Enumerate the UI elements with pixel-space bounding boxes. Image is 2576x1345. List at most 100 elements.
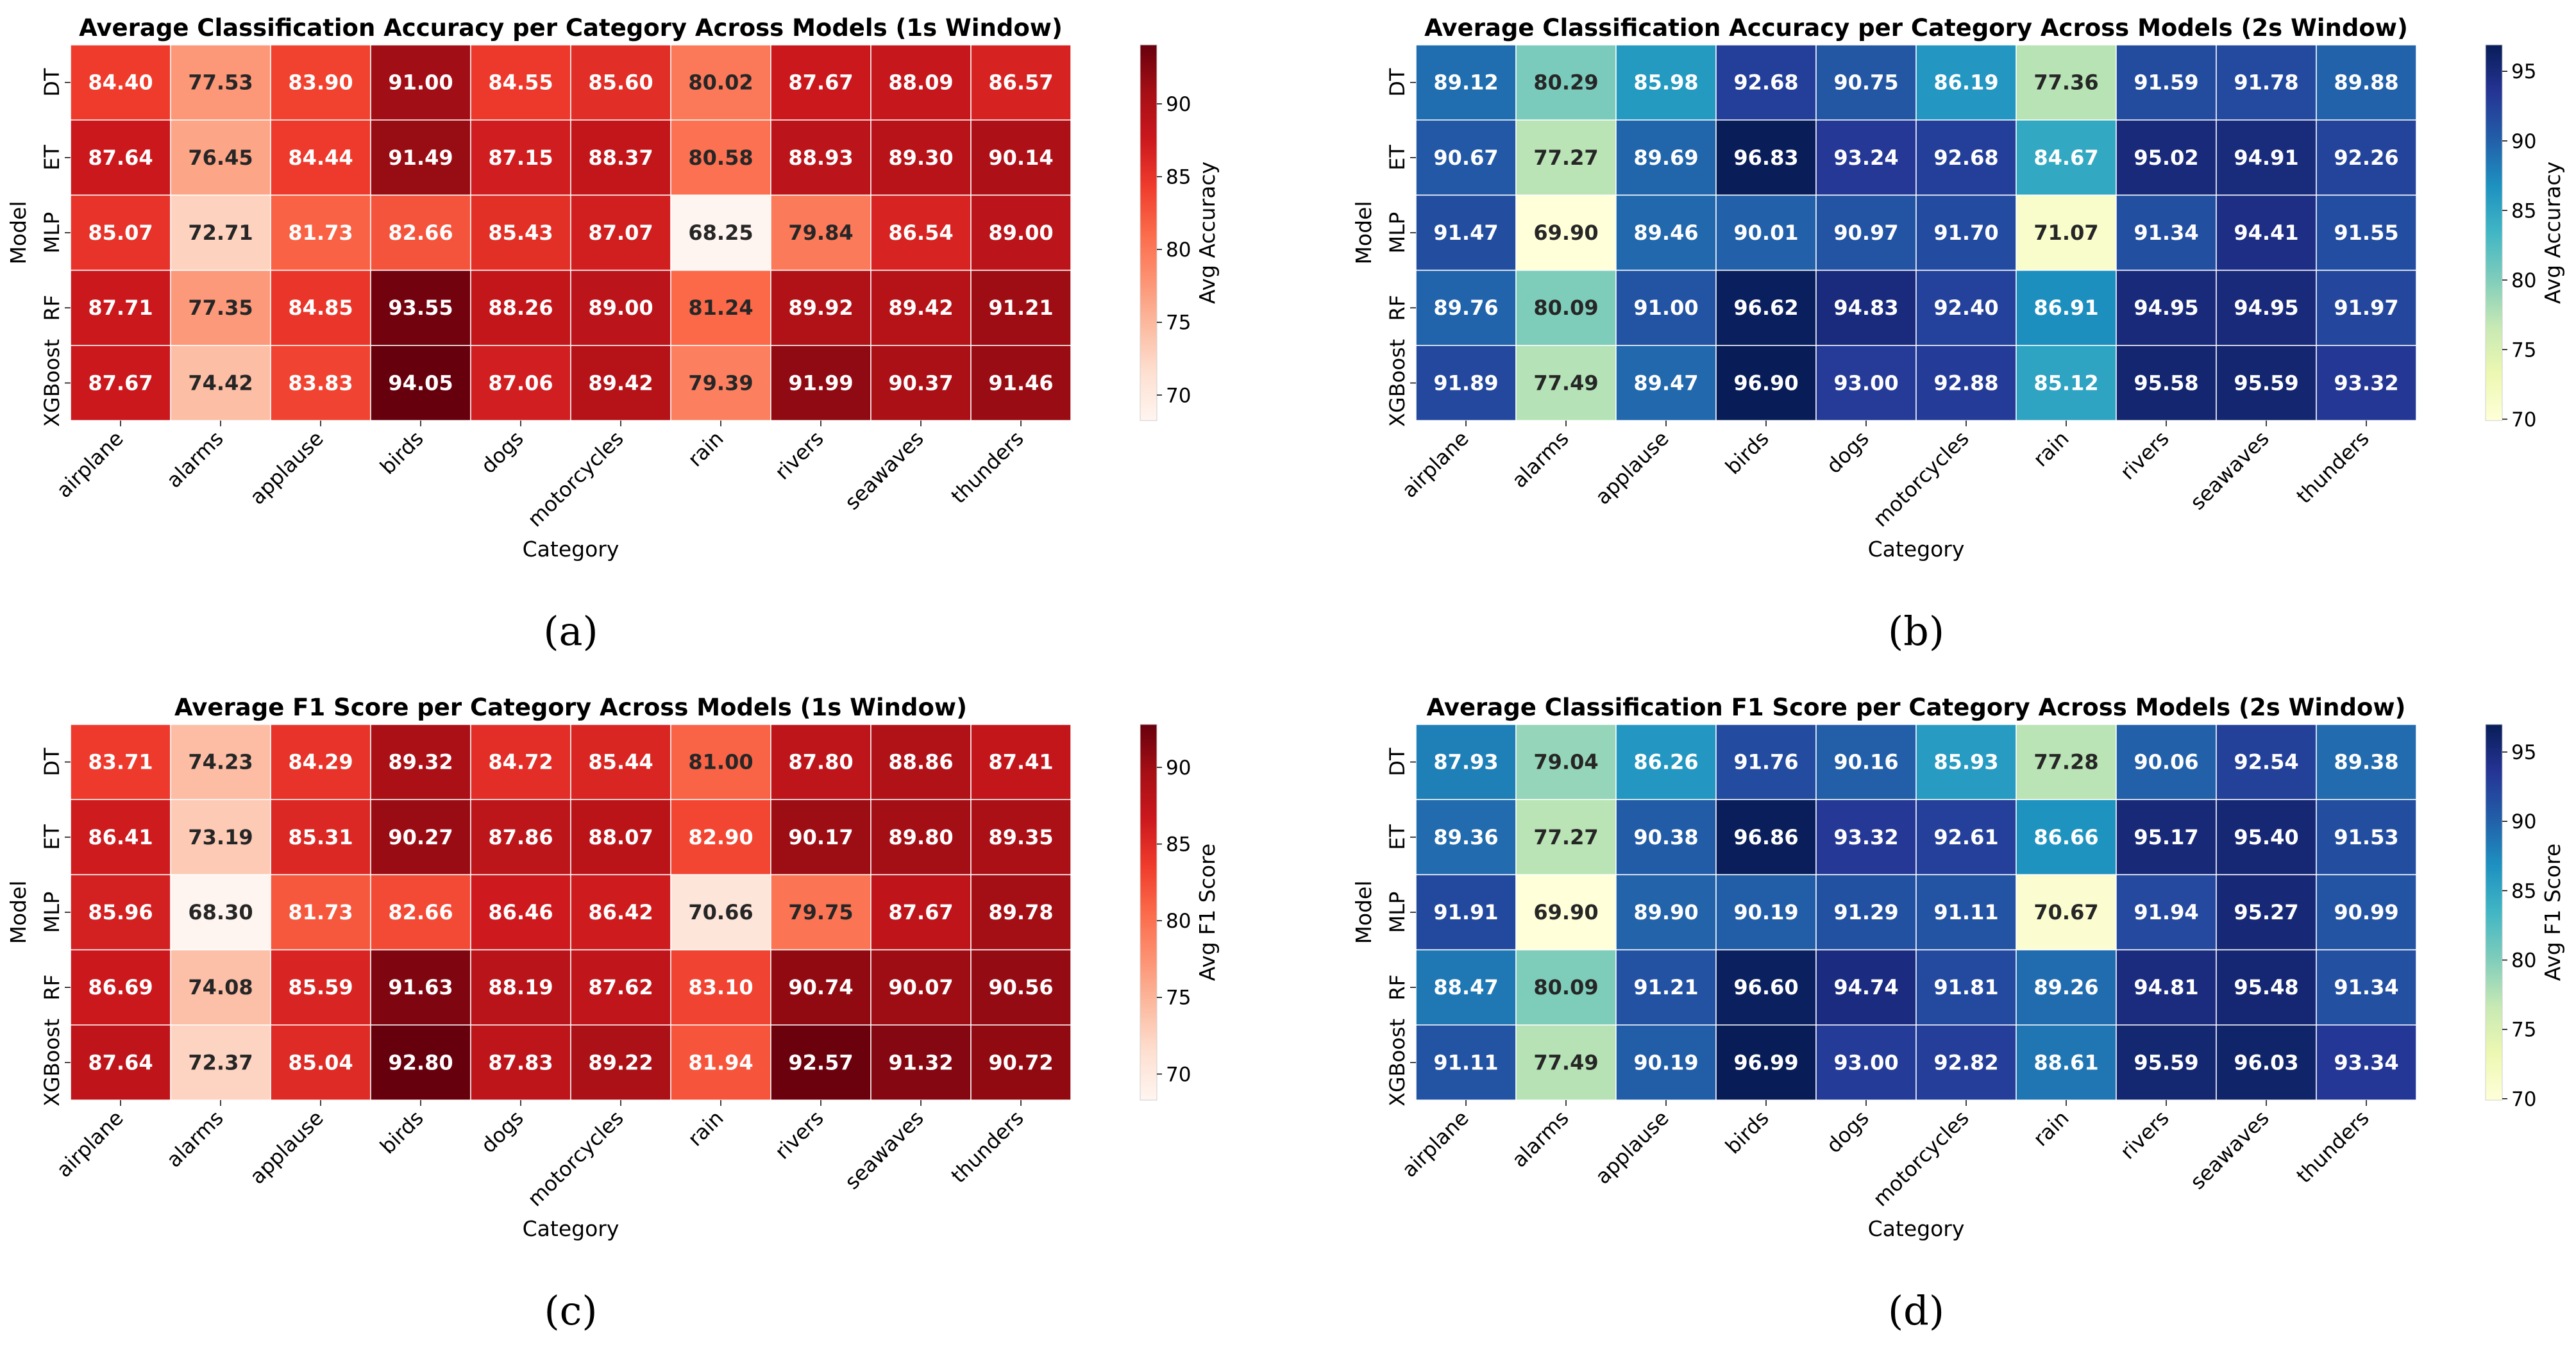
cell-value-label: 83.90: [288, 71, 353, 95]
heatmap-cell: [470, 1024, 571, 1101]
heatmap-cell: [1415, 724, 1517, 800]
heatmap-cell: [270, 345, 371, 421]
heatmap-cell: [870, 119, 972, 196]
cell-value-label: 84.44: [288, 146, 353, 170]
y-tick-label: ET: [40, 824, 64, 849]
x-tick-label: rivers: [770, 1106, 829, 1164]
cell-value-label: 92.82: [1933, 1050, 1998, 1074]
colorbar-tick-label: 70: [1166, 384, 1191, 407]
cell-value-label: 89.80: [888, 825, 953, 849]
y-tick-label: RF: [1385, 295, 1410, 321]
heatmap-cell: [2116, 799, 2217, 876]
cell-value-label: 92.57: [788, 1050, 853, 1074]
cell-value-label: 74.08: [188, 975, 253, 999]
heatmap-cell: [370, 44, 471, 121]
heatmap-cell: [670, 949, 771, 1026]
heatmap-cell: [70, 269, 171, 346]
heatmap-cell: [270, 724, 371, 800]
cell-value-label: 77.27: [1533, 146, 1598, 170]
heatmap-cell: [2016, 874, 2117, 951]
x-axis-label: Category: [523, 537, 619, 562]
cell-value-label: 91.70: [1933, 221, 1998, 245]
heatmap-cell: [670, 194, 771, 271]
heatmap-cell: [870, 269, 972, 346]
cell-value-label: 77.49: [1533, 371, 1598, 395]
cell-value-label: 77.35: [188, 296, 253, 320]
x-tick-label: airplane: [52, 1106, 128, 1182]
cell-value-label: 90.27: [388, 825, 453, 849]
cell-value-label: 94.74: [1833, 975, 1898, 999]
colorbar-tick-label: 95: [2511, 741, 2536, 764]
cell-value-label: 89.22: [588, 1050, 653, 1074]
cell-value-label: 96.83: [1733, 146, 1798, 170]
heatmap-cell: [470, 194, 571, 271]
heatmap-cell: [370, 949, 471, 1026]
heatmap-cell: [970, 119, 1072, 196]
cell-value-label: 90.01: [1733, 221, 1798, 245]
heatmap-cell: [970, 949, 1072, 1026]
cell-value-label: 88.86: [888, 750, 953, 774]
y-axis-label: Model: [6, 201, 31, 264]
cell-value-label: 69.90: [1533, 221, 1598, 245]
y-axis-label: Model: [1351, 880, 1376, 944]
cell-value-label: 81.00: [688, 750, 753, 774]
y-tick-label: MLP: [40, 212, 64, 254]
colorbar-tick-label: 85: [1166, 166, 1191, 189]
cell-value-label: 86.66: [2033, 825, 2098, 849]
heatmap-cell: [2216, 724, 2317, 800]
cell-value-label: 94.95: [2134, 296, 2198, 320]
heatmap-cell: [1615, 799, 1717, 876]
heatmap-cell: [2216, 874, 2317, 951]
heatmap-cell: [570, 345, 671, 421]
heatmap-cell: [770, 269, 871, 346]
cell-value-label: 85.93: [1933, 750, 1998, 774]
chart-title: Average F1 Score per Category Across Mod…: [174, 694, 967, 721]
heatmap-cell: [770, 345, 871, 421]
cell-value-label: 89.32: [388, 750, 453, 774]
y-axis-label: Model: [1351, 201, 1376, 264]
y-tick-label: DT: [1385, 748, 1410, 776]
heatmap-cell: [2116, 724, 2217, 800]
x-tick-label: airplane: [1397, 426, 1474, 503]
heatmap-cell: [970, 345, 1072, 421]
cell-value-label: 87.71: [88, 296, 153, 320]
heatmap-cell: [570, 1024, 671, 1101]
y-tick-label: XGBoost: [1385, 339, 1410, 427]
cell-value-label: 88.93: [788, 146, 853, 170]
cell-value-label: 89.36: [1433, 825, 1498, 849]
cell-value-label: 90.56: [988, 975, 1053, 999]
cell-value-label: 91.63: [388, 975, 453, 999]
cell-value-label: 85.96: [88, 900, 153, 924]
y-tick-label: ET: [40, 144, 64, 170]
heatmap-cell: [470, 949, 571, 1026]
cell-value-label: 87.67: [88, 371, 153, 395]
cell-value-label: 94.41: [2234, 221, 2298, 245]
cell-value-label: 89.00: [988, 221, 1053, 245]
cell-value-label: 90.17: [788, 825, 853, 849]
cell-value-label: 83.10: [688, 975, 753, 999]
heatmap-cell: [870, 874, 972, 951]
heatmap-cell: [2216, 194, 2317, 271]
cell-value-label: 82.66: [388, 900, 453, 924]
cell-value-label: 91.97: [2334, 296, 2398, 320]
cell-value-label: 92.68: [1733, 71, 1798, 95]
heatmap-cell: [1815, 119, 1917, 196]
cell-value-label: 84.29: [288, 750, 353, 774]
x-tick-label: airplane: [1397, 1106, 1474, 1182]
cell-value-label: 89.78: [988, 900, 1053, 924]
chart-title: Average Classification F1 Score per Cate…: [1427, 694, 2406, 721]
cell-value-label: 87.67: [888, 900, 953, 924]
cell-value-label: 96.86: [1733, 825, 1798, 849]
heatmap-cell: [570, 44, 671, 121]
heatmap-cell: [2016, 345, 2117, 421]
cell-value-label: 89.38: [2334, 750, 2398, 774]
cell-value-label: 70.67: [2033, 900, 2098, 924]
heatmap-cell: [1715, 724, 1817, 800]
cell-value-label: 88.26: [488, 296, 553, 320]
colorbar-tick-label: 70: [2511, 408, 2536, 431]
cell-value-label: 88.47: [1433, 975, 1498, 999]
heatmap-cell: [1415, 44, 1517, 121]
cell-value-label: 87.41: [988, 750, 1053, 774]
cell-value-label: 92.80: [388, 1050, 453, 1074]
